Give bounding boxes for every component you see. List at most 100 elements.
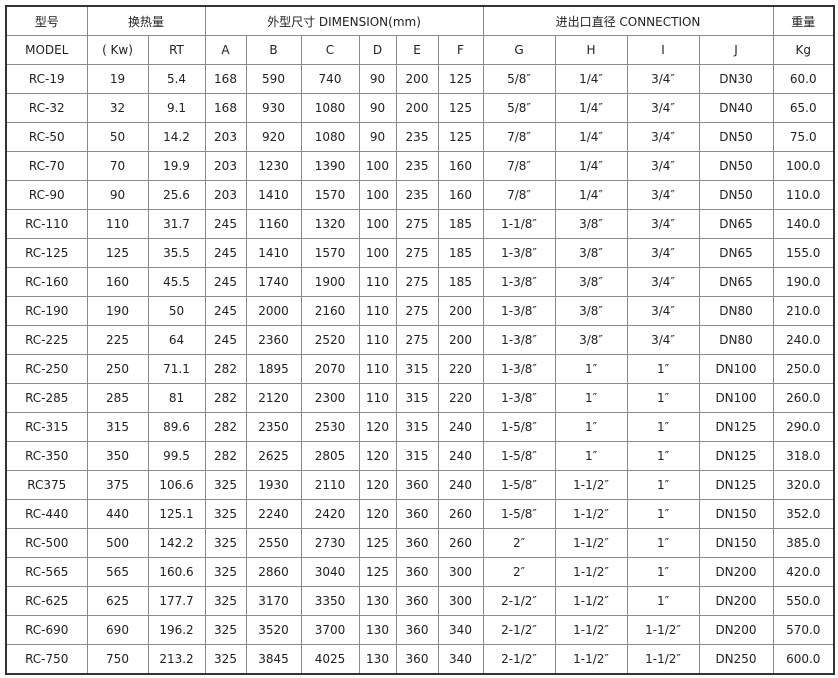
cell-weight: 385.0 bbox=[772, 528, 835, 558]
cell-conn-j: DN200 bbox=[698, 557, 774, 587]
table-row: RC-250 250 71.1 282 1895 2070 110 315 220 1-3/8″ 1… bbox=[5, 354, 835, 384]
cell-dim-f: 300 bbox=[437, 586, 484, 616]
cell-dim-f: 160 bbox=[437, 151, 484, 181]
cell-weight: 155.0 bbox=[772, 238, 835, 268]
table-row: RC-315 315 89.6 282 2350 2530 120 315 240 1-5/8″ 1… bbox=[5, 412, 835, 442]
header-conn-j: J bbox=[698, 35, 774, 65]
cell-conn-g: 1-1/8″ bbox=[482, 209, 556, 239]
cell-model: RC-110 bbox=[5, 209, 88, 239]
table-row: RC375 375 106.6 325 1930 2110 120 360 240 1-5/8″ 1… bbox=[5, 470, 835, 500]
cell-dim-f: 240 bbox=[437, 412, 484, 442]
cell-dim-c: 1900 bbox=[300, 267, 360, 297]
cell-dim-f: 125 bbox=[437, 64, 484, 94]
cell-dim-b: 1895 bbox=[245, 354, 302, 384]
cell-dim-e: 360 bbox=[395, 557, 439, 587]
cell-model: RC-625 bbox=[5, 586, 88, 616]
cell-model: RC-690 bbox=[5, 615, 88, 645]
cell-dim-d: 120 bbox=[358, 499, 397, 529]
header-connection: 进出口直径 CONNECTION bbox=[482, 5, 774, 36]
cell-dim-d: 110 bbox=[358, 354, 397, 384]
cell-dim-c: 2300 bbox=[300, 383, 360, 413]
cell-conn-h: 1-1/2″ bbox=[554, 470, 628, 500]
cell-conn-j: DN250 bbox=[698, 644, 774, 675]
cell-dim-c: 2160 bbox=[300, 296, 360, 326]
cell-weight: 190.0 bbox=[772, 267, 835, 297]
cell-weight: 240.0 bbox=[772, 325, 835, 355]
cell-dim-d: 90 bbox=[358, 122, 397, 152]
cell-conn-h: 1″ bbox=[554, 441, 628, 471]
cell-conn-h: 1″ bbox=[554, 383, 628, 413]
cell-dim-b: 920 bbox=[245, 122, 302, 152]
cell-dim-b: 1740 bbox=[245, 267, 302, 297]
cell-dim-c: 3350 bbox=[300, 586, 360, 616]
cell-rt: 45.5 bbox=[147, 267, 206, 297]
cell-conn-i: 3/4″ bbox=[626, 325, 700, 355]
cell-conn-j: DN65 bbox=[698, 209, 774, 239]
cell-dim-a: 203 bbox=[204, 151, 247, 181]
cell-dim-e: 360 bbox=[395, 615, 439, 645]
header-conn-i: I bbox=[626, 35, 700, 65]
cell-conn-g: 5/8″ bbox=[482, 93, 556, 123]
cell-conn-j: DN80 bbox=[698, 296, 774, 326]
header-conn-g: G bbox=[482, 35, 556, 65]
cell-kw: 625 bbox=[86, 586, 149, 616]
cell-conn-i: 1-1/2″ bbox=[626, 615, 700, 645]
cell-conn-g: 7/8″ bbox=[482, 180, 556, 210]
header-conn-h: H bbox=[554, 35, 628, 65]
cell-dim-e: 360 bbox=[395, 499, 439, 529]
cell-conn-j: DN50 bbox=[698, 122, 774, 152]
cell-conn-j: DN65 bbox=[698, 267, 774, 297]
cell-dim-d: 130 bbox=[358, 644, 397, 675]
cell-model: RC-19 bbox=[5, 64, 88, 94]
header-kw: ( Kw) bbox=[86, 35, 149, 65]
cell-model: RC-125 bbox=[5, 238, 88, 268]
cell-dim-a: 325 bbox=[204, 644, 247, 675]
cell-dim-c: 1570 bbox=[300, 238, 360, 268]
cell-model: RC-190 bbox=[5, 296, 88, 326]
header-model-en: MODEL bbox=[5, 35, 88, 65]
cell-dim-a: 325 bbox=[204, 557, 247, 587]
cell-conn-j: DN200 bbox=[698, 615, 774, 645]
table-row: RC-750 750 213.2 325 3845 4025 130 360 340 2-1/2″… bbox=[5, 644, 835, 675]
cell-conn-i: 1″ bbox=[626, 586, 700, 616]
cell-conn-g: 1-3/8″ bbox=[482, 296, 556, 326]
cell-dim-b: 2000 bbox=[245, 296, 302, 326]
cell-conn-h: 3/8″ bbox=[554, 209, 628, 239]
cell-rt: 177.7 bbox=[147, 586, 206, 616]
cell-conn-g: 1-5/8″ bbox=[482, 470, 556, 500]
cell-conn-i: 3/4″ bbox=[626, 296, 700, 326]
cell-weight: 210.0 bbox=[772, 296, 835, 326]
cell-weight: 352.0 bbox=[772, 499, 835, 529]
cell-dim-b: 930 bbox=[245, 93, 302, 123]
cell-kw: 440 bbox=[86, 499, 149, 529]
cell-dim-d: 110 bbox=[358, 325, 397, 355]
cell-weight: 65.0 bbox=[772, 93, 835, 123]
table-row: RC-110 110 31.7 245 1160 1320 100 275 185 1-1/8″ 3… bbox=[5, 209, 835, 239]
cell-model: RC-750 bbox=[5, 644, 88, 675]
cell-dim-e: 360 bbox=[395, 470, 439, 500]
cell-conn-j: DN50 bbox=[698, 151, 774, 181]
cell-dim-a: 168 bbox=[204, 64, 247, 94]
cell-conn-j: DN30 bbox=[698, 64, 774, 94]
cell-conn-g: 2-1/2″ bbox=[482, 644, 556, 675]
cell-dim-f: 200 bbox=[437, 296, 484, 326]
cell-dim-d: 100 bbox=[358, 238, 397, 268]
cell-dim-e: 235 bbox=[395, 151, 439, 181]
cell-dim-d: 90 bbox=[358, 64, 397, 94]
cell-conn-i: 1″ bbox=[626, 499, 700, 529]
cell-dim-c: 2420 bbox=[300, 499, 360, 529]
cell-dim-f: 220 bbox=[437, 383, 484, 413]
cell-dim-e: 200 bbox=[395, 93, 439, 123]
cell-conn-h: 1/4″ bbox=[554, 122, 628, 152]
cell-conn-g: 1-5/8″ bbox=[482, 412, 556, 442]
cell-kw: 375 bbox=[86, 470, 149, 500]
cell-kw: 160 bbox=[86, 267, 149, 297]
cell-dim-f: 125 bbox=[437, 122, 484, 152]
cell-weight: 75.0 bbox=[772, 122, 835, 152]
cell-dim-a: 168 bbox=[204, 93, 247, 123]
cell-dim-f: 185 bbox=[437, 209, 484, 239]
cell-conn-j: DN100 bbox=[698, 383, 774, 413]
cell-conn-i: 3/4″ bbox=[626, 209, 700, 239]
header-dimension: 外型尺寸 DIMENSION(mm) bbox=[204, 5, 484, 36]
cell-kw: 190 bbox=[86, 296, 149, 326]
